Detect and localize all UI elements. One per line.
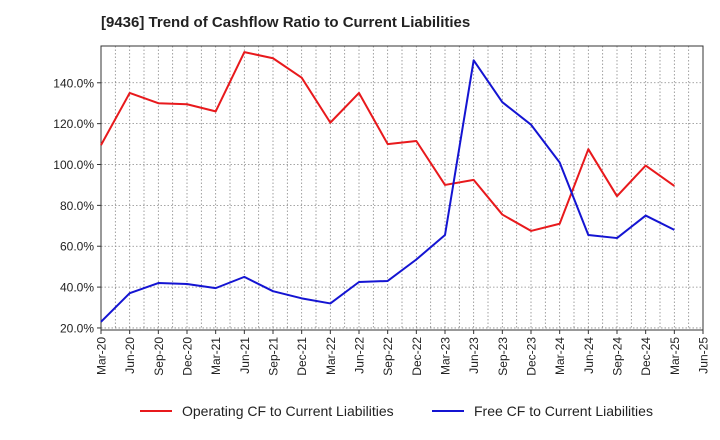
x-tick-label: Jun-25 [697, 337, 711, 374]
legend-label-operating-cf: Operating CF to Current Liabilities [182, 403, 394, 419]
legend: Operating CF to Current Liabilities Free… [0, 403, 720, 425]
x-tick-label: Jun-23 [467, 337, 481, 374]
x-tick-label: Jun-22 [353, 337, 367, 374]
x-tick-label: Sep-23 [496, 337, 510, 376]
x-tick-label: Jun-20 [123, 337, 137, 374]
x-tick-label: Sep-24 [611, 337, 625, 376]
x-tick-label: Jun-21 [238, 337, 252, 374]
x-axis-ticks: Mar-20 Jun-20 Sep-20 Dec-20 Mar-21 Jun-21 Sep-… [95, 330, 711, 376]
x-tick-label: Mar-22 [324, 337, 338, 375]
chart-title: [9436] Trend of Cashflow Ratio to Curren… [101, 14, 471, 31]
x-tick-label: Dec-23 [525, 337, 539, 376]
x-tick-label: Mar-23 [439, 337, 453, 375]
series-line-free-cf [100, 59, 675, 323]
y-tick-label: 100.0% [53, 158, 94, 172]
x-tick-label: Jun-24 [582, 337, 596, 374]
y-tick-label: 120.0% [53, 117, 94, 131]
legend-item-operating-cf: Operating CF to Current Liabilities [140, 403, 394, 419]
x-tick-label: Dec-21 [295, 337, 309, 376]
x-tick-label: Mar-20 [95, 337, 109, 375]
plot-area-frame [100, 45, 704, 331]
y-tick-label: 40.0% [60, 281, 94, 295]
x-tick-label: Mar-21 [209, 337, 223, 375]
legend-swatch-operating-cf [140, 410, 172, 412]
x-tick-label: Sep-20 [152, 337, 166, 376]
y-tick-label: 140.0% [53, 76, 94, 90]
legend-label-free-cf: Free CF to Current Liabilities [474, 403, 653, 419]
y-axis-ticks: 20.0% 40.0% 60.0% 80.0% 100.0% 120.0% 140.0% [53, 76, 101, 335]
series-line-operating-cf [100, 51, 675, 232]
x-tick-label: Mar-24 [553, 337, 567, 375]
x-tick-label: Sep-21 [267, 337, 281, 376]
y-tick-label: 60.0% [60, 240, 94, 254]
legend-item-free-cf: Free CF to Current Liabilities [432, 403, 653, 419]
x-tick-label: Dec-22 [410, 337, 424, 376]
x-tick-label: Dec-24 [639, 337, 653, 376]
x-tick-label: Mar-25 [668, 337, 682, 375]
y-tick-label: 80.0% [60, 199, 94, 213]
legend-swatch-free-cf [432, 410, 464, 412]
grid-lines [101, 46, 703, 330]
y-tick-label: 20.0% [60, 321, 94, 335]
x-tick-label: Dec-20 [181, 337, 195, 376]
series-lines [100, 51, 675, 323]
x-tick-label: Sep-22 [381, 337, 395, 376]
